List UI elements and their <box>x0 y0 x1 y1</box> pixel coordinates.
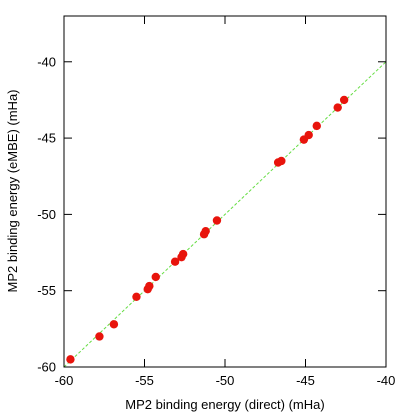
x-axis-label: MP2 binding energy (direct) (mHa) <box>125 397 324 412</box>
x-tick-label: -55 <box>135 373 154 388</box>
data-point <box>304 130 313 140</box>
y-tick-label: -60 <box>37 360 56 375</box>
data-point <box>212 216 222 225</box>
x-tick-label: -45 <box>296 373 315 388</box>
x-tick-label: -50 <box>216 373 235 388</box>
reference-line-layer <box>63 61 387 368</box>
data-point <box>333 103 342 112</box>
data-point <box>178 249 188 259</box>
data-point <box>109 320 119 329</box>
data-point <box>201 226 210 236</box>
y-tick-label: -55 <box>37 283 56 298</box>
y-tick-label: -40 <box>37 54 56 69</box>
x-tick-label: -60 <box>55 373 74 388</box>
y-axis-label: MP2 binding energy (eMBE) (mHa) <box>5 89 20 292</box>
y-tick-label: -45 <box>37 131 56 146</box>
data-point <box>170 257 180 266</box>
axes-layer <box>63 15 387 368</box>
data-points-layer <box>66 95 349 364</box>
data-point <box>277 156 286 166</box>
data-point <box>151 272 160 282</box>
reference-line <box>63 61 387 368</box>
data-point <box>66 355 75 364</box>
data-point <box>95 332 104 341</box>
plot-frame <box>63 15 387 368</box>
data-point <box>339 95 349 105</box>
data-point <box>145 281 154 291</box>
data-point <box>132 292 141 301</box>
data-point <box>312 121 321 131</box>
tick-labels-layer: -60 -55 -50 -45 -40 -60 -55 -50 -45 -40 <box>37 54 395 388</box>
y-tick-label: -50 <box>37 207 56 222</box>
x-tick-label: -40 <box>377 373 396 388</box>
